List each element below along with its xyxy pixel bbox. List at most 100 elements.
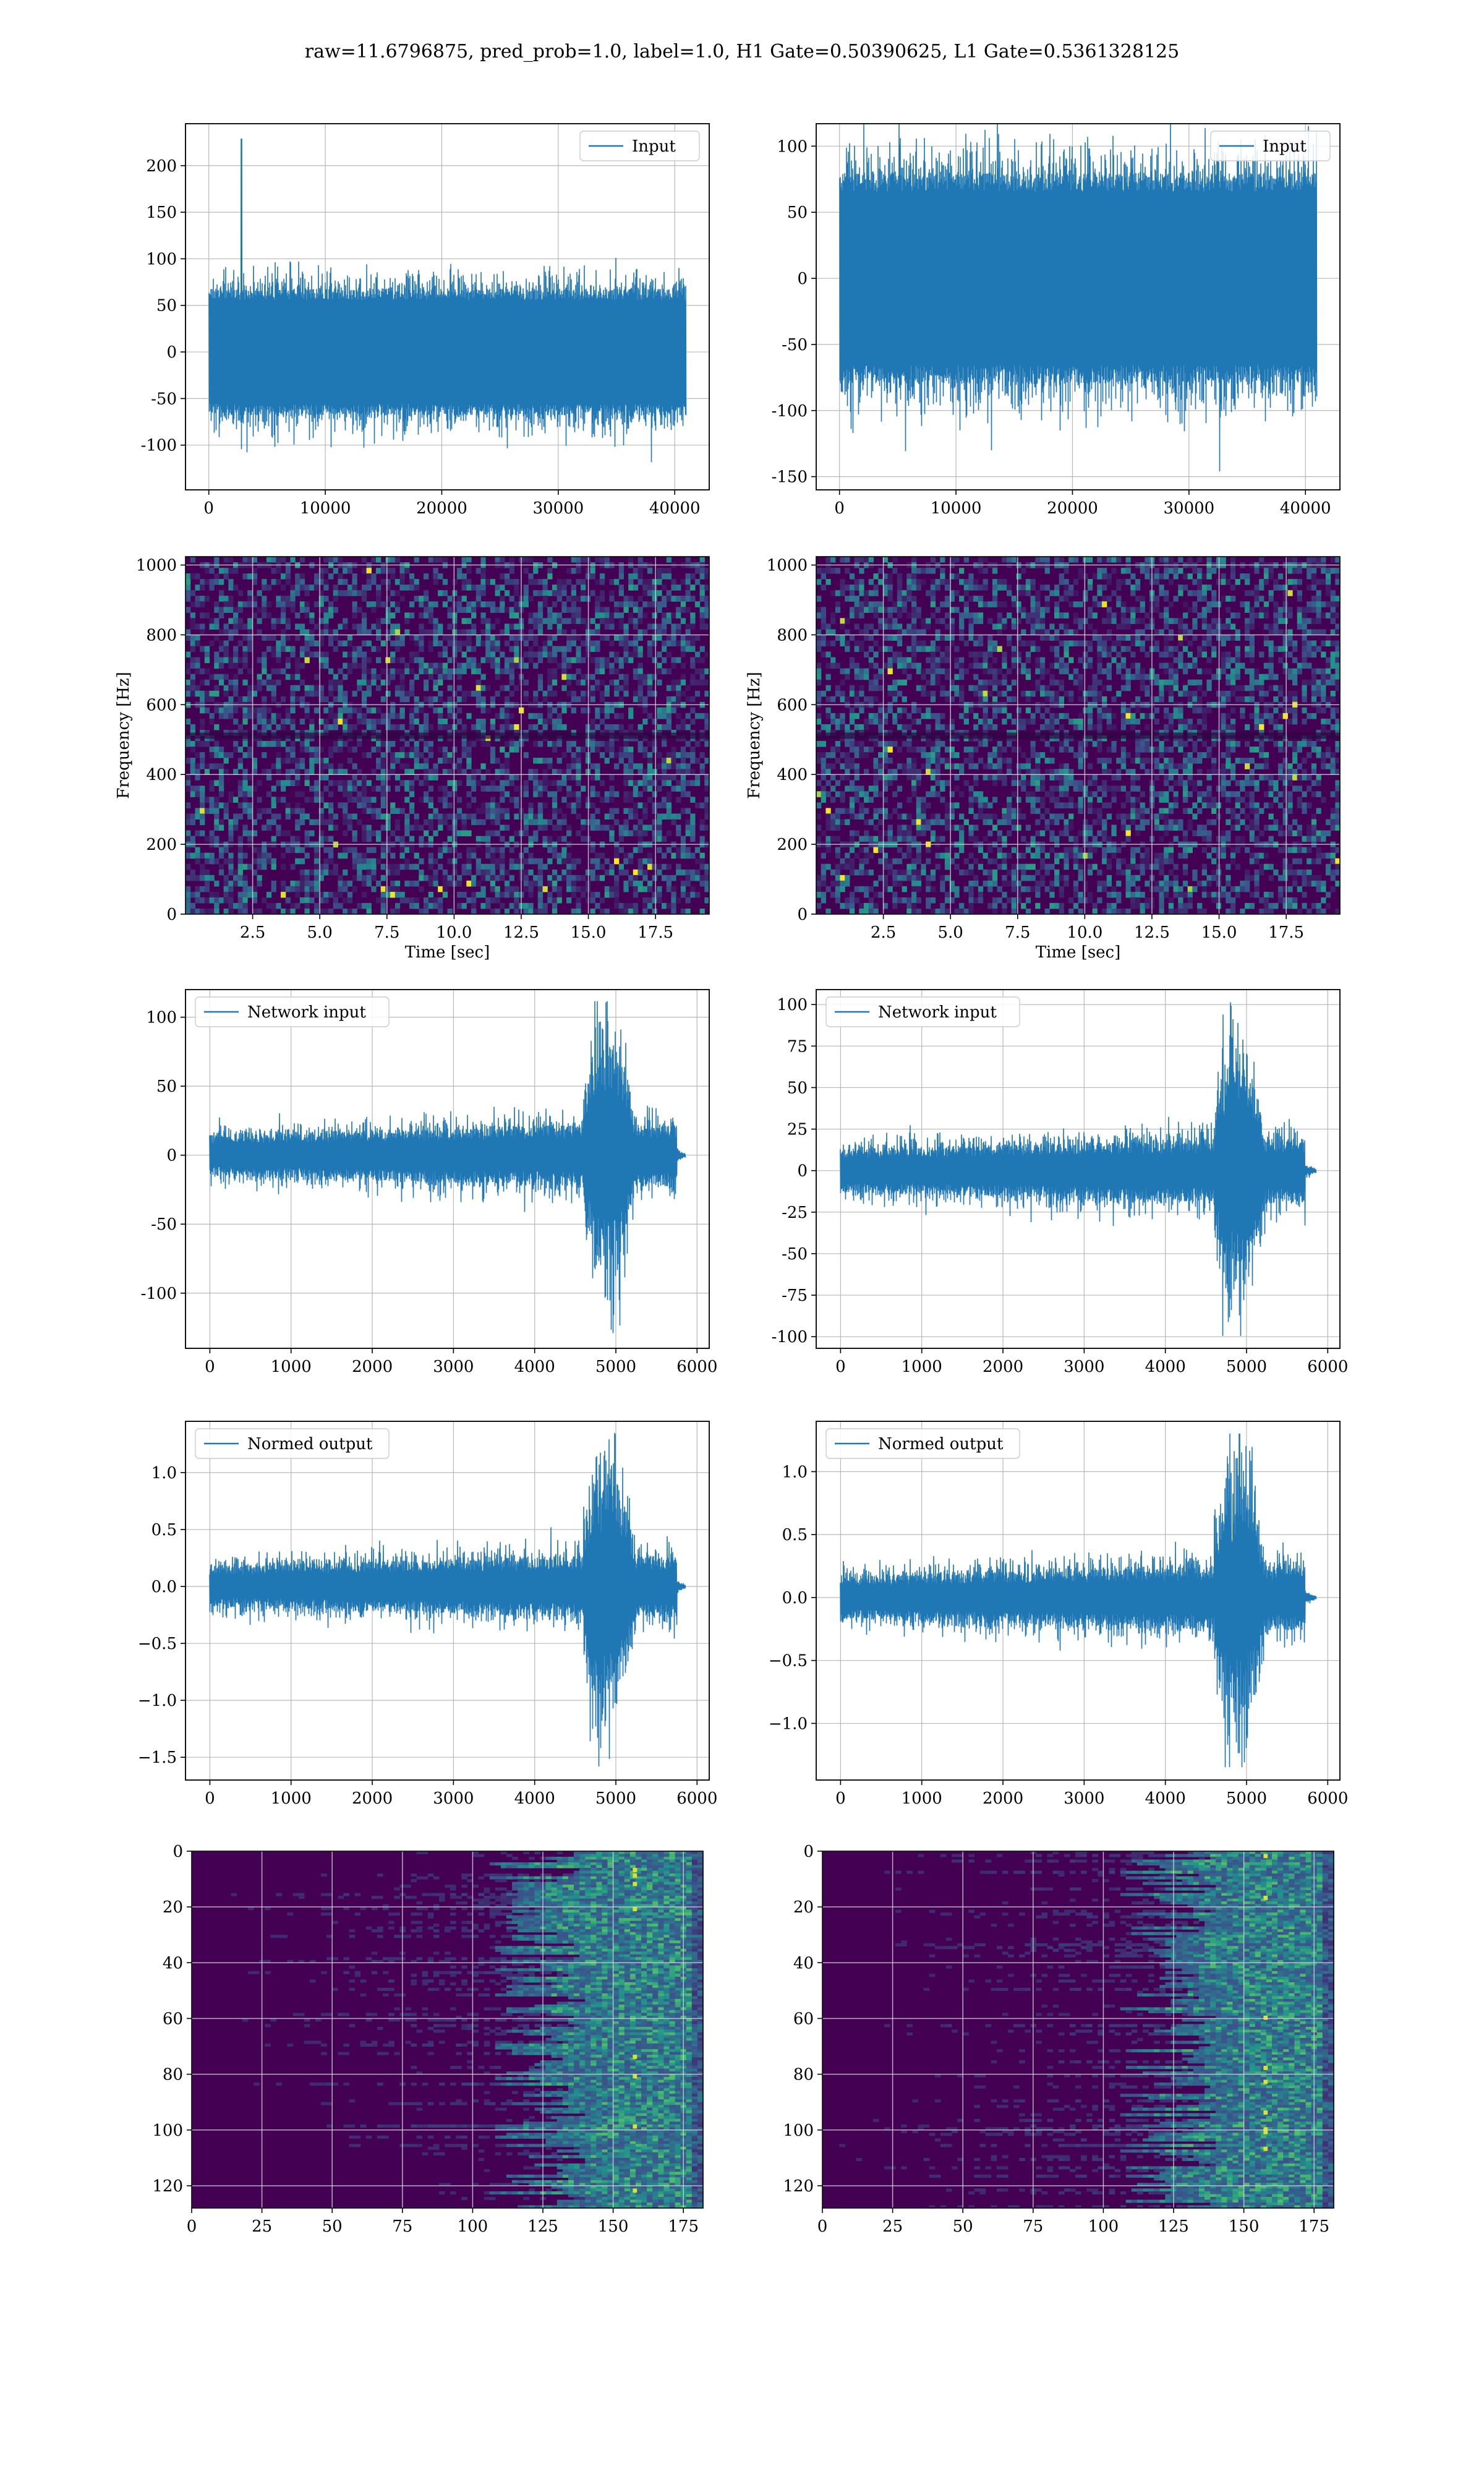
heatmap-cell xyxy=(1102,635,1107,641)
heatmap-cell xyxy=(252,891,258,898)
heatmap-cell xyxy=(647,579,653,585)
heatmap-cell xyxy=(338,707,343,714)
heatmap-cell xyxy=(704,797,710,803)
heatmap-cell xyxy=(1164,596,1169,602)
heatmap-cell xyxy=(480,584,486,591)
heatmap-cell xyxy=(537,902,544,909)
heatmap-cell xyxy=(433,635,438,641)
heatmap-cell xyxy=(480,718,486,725)
heatmap-cell xyxy=(662,657,667,664)
heatmap-cell xyxy=(537,863,544,870)
heatmap-cell xyxy=(638,724,643,730)
heatmap-cell xyxy=(647,774,653,781)
heatmap-cells xyxy=(816,557,1341,915)
heatmap-cell xyxy=(500,875,505,881)
heatmap-cell xyxy=(285,707,291,714)
heatmap-cell xyxy=(209,752,215,758)
heatmap-cell xyxy=(633,791,639,797)
heatmap-cell xyxy=(887,612,893,618)
heatmap-cell xyxy=(218,785,224,792)
heatmap-cell xyxy=(471,909,477,915)
heatmap-cell xyxy=(404,690,410,697)
heatmap-cell xyxy=(347,791,353,797)
heatmap-cell xyxy=(380,579,386,585)
heatmap-cell xyxy=(552,707,558,714)
heatmap-cell xyxy=(590,690,595,697)
heatmap-cell xyxy=(447,909,453,915)
heatmap-cell xyxy=(466,830,472,837)
heatmap-cell xyxy=(1325,579,1331,585)
heatmap-cell xyxy=(1268,657,1274,664)
heatmap-cell xyxy=(542,724,548,730)
heatmap-cell xyxy=(366,858,372,865)
x-tick-label: 40000 xyxy=(1280,499,1331,518)
heatmap-cell xyxy=(419,824,424,831)
heatmap-cell xyxy=(983,579,988,585)
heatmap-cell xyxy=(371,830,377,837)
heatmap-cell xyxy=(954,607,960,613)
heatmap-cell xyxy=(1325,662,1331,669)
heatmap-cell xyxy=(940,668,945,675)
heatmap-cell xyxy=(614,612,620,618)
heatmap-cell xyxy=(424,909,429,915)
heatmap-cell xyxy=(186,780,191,786)
heatmap-cell xyxy=(228,886,234,892)
heatmap-cell xyxy=(690,718,696,725)
heatmap-cell xyxy=(285,847,291,854)
heatmap-cell xyxy=(475,724,481,730)
heatmap-cell xyxy=(523,662,529,669)
heatmap-cell xyxy=(490,635,496,641)
heatmap-cell xyxy=(949,640,955,647)
heatmap-cell xyxy=(1321,679,1326,686)
heatmap-cell xyxy=(318,596,324,602)
heatmap-cell xyxy=(599,852,605,859)
heatmap-cell xyxy=(849,657,855,664)
heatmap-cell xyxy=(1078,568,1083,574)
heatmap-cell xyxy=(614,651,620,658)
heatmap-cell xyxy=(882,573,889,580)
heatmap-cell xyxy=(424,875,429,881)
heatmap-cell xyxy=(868,601,874,607)
heatmap-cell xyxy=(699,858,705,865)
heatmap-cell xyxy=(380,713,386,719)
heatmap-cell xyxy=(357,623,362,630)
heatmap-cell xyxy=(1221,623,1226,630)
heatmap-cell xyxy=(485,802,491,808)
heatmap-cell xyxy=(547,891,553,898)
heatmap-cell xyxy=(281,718,286,725)
heatmap-cell xyxy=(299,808,305,814)
heatmap-cell xyxy=(285,909,291,915)
heatmap-cell xyxy=(394,557,401,563)
heatmap-cell xyxy=(963,557,969,563)
heatmap-cell xyxy=(671,629,676,635)
x-tick-label: 7.5 xyxy=(374,923,399,942)
heatmap-cell xyxy=(233,607,239,613)
heatmap-cell xyxy=(252,724,258,730)
heatmap-cell xyxy=(271,819,276,826)
heatmap-cell xyxy=(533,623,539,630)
heatmap-cell xyxy=(930,612,936,618)
heatmap-cell xyxy=(1192,657,1198,664)
heatmap-cell xyxy=(1035,662,1041,669)
heatmap-cell xyxy=(642,590,648,596)
heatmap-cell xyxy=(394,640,401,647)
heatmap-cell xyxy=(699,880,705,887)
heatmap-cell xyxy=(309,640,315,647)
heatmap-cell xyxy=(1021,584,1026,591)
heatmap-cell xyxy=(271,679,276,686)
heatmap-cell xyxy=(452,824,458,831)
heatmap-cell xyxy=(495,808,500,814)
heatmap-cell xyxy=(840,640,845,647)
heatmap-cell xyxy=(599,718,605,725)
heatmap-cell xyxy=(504,824,510,831)
heatmap-cell xyxy=(604,662,610,669)
heatmap-cell xyxy=(1235,662,1240,669)
heatmap-cell xyxy=(1168,579,1174,585)
heatmap-cell xyxy=(343,780,348,786)
heatmap-cell xyxy=(1120,618,1127,624)
heatmap-cell xyxy=(599,909,605,915)
heatmap-cell xyxy=(623,623,629,630)
heatmap-cell xyxy=(1002,679,1007,686)
heatmap-cell xyxy=(657,813,662,820)
